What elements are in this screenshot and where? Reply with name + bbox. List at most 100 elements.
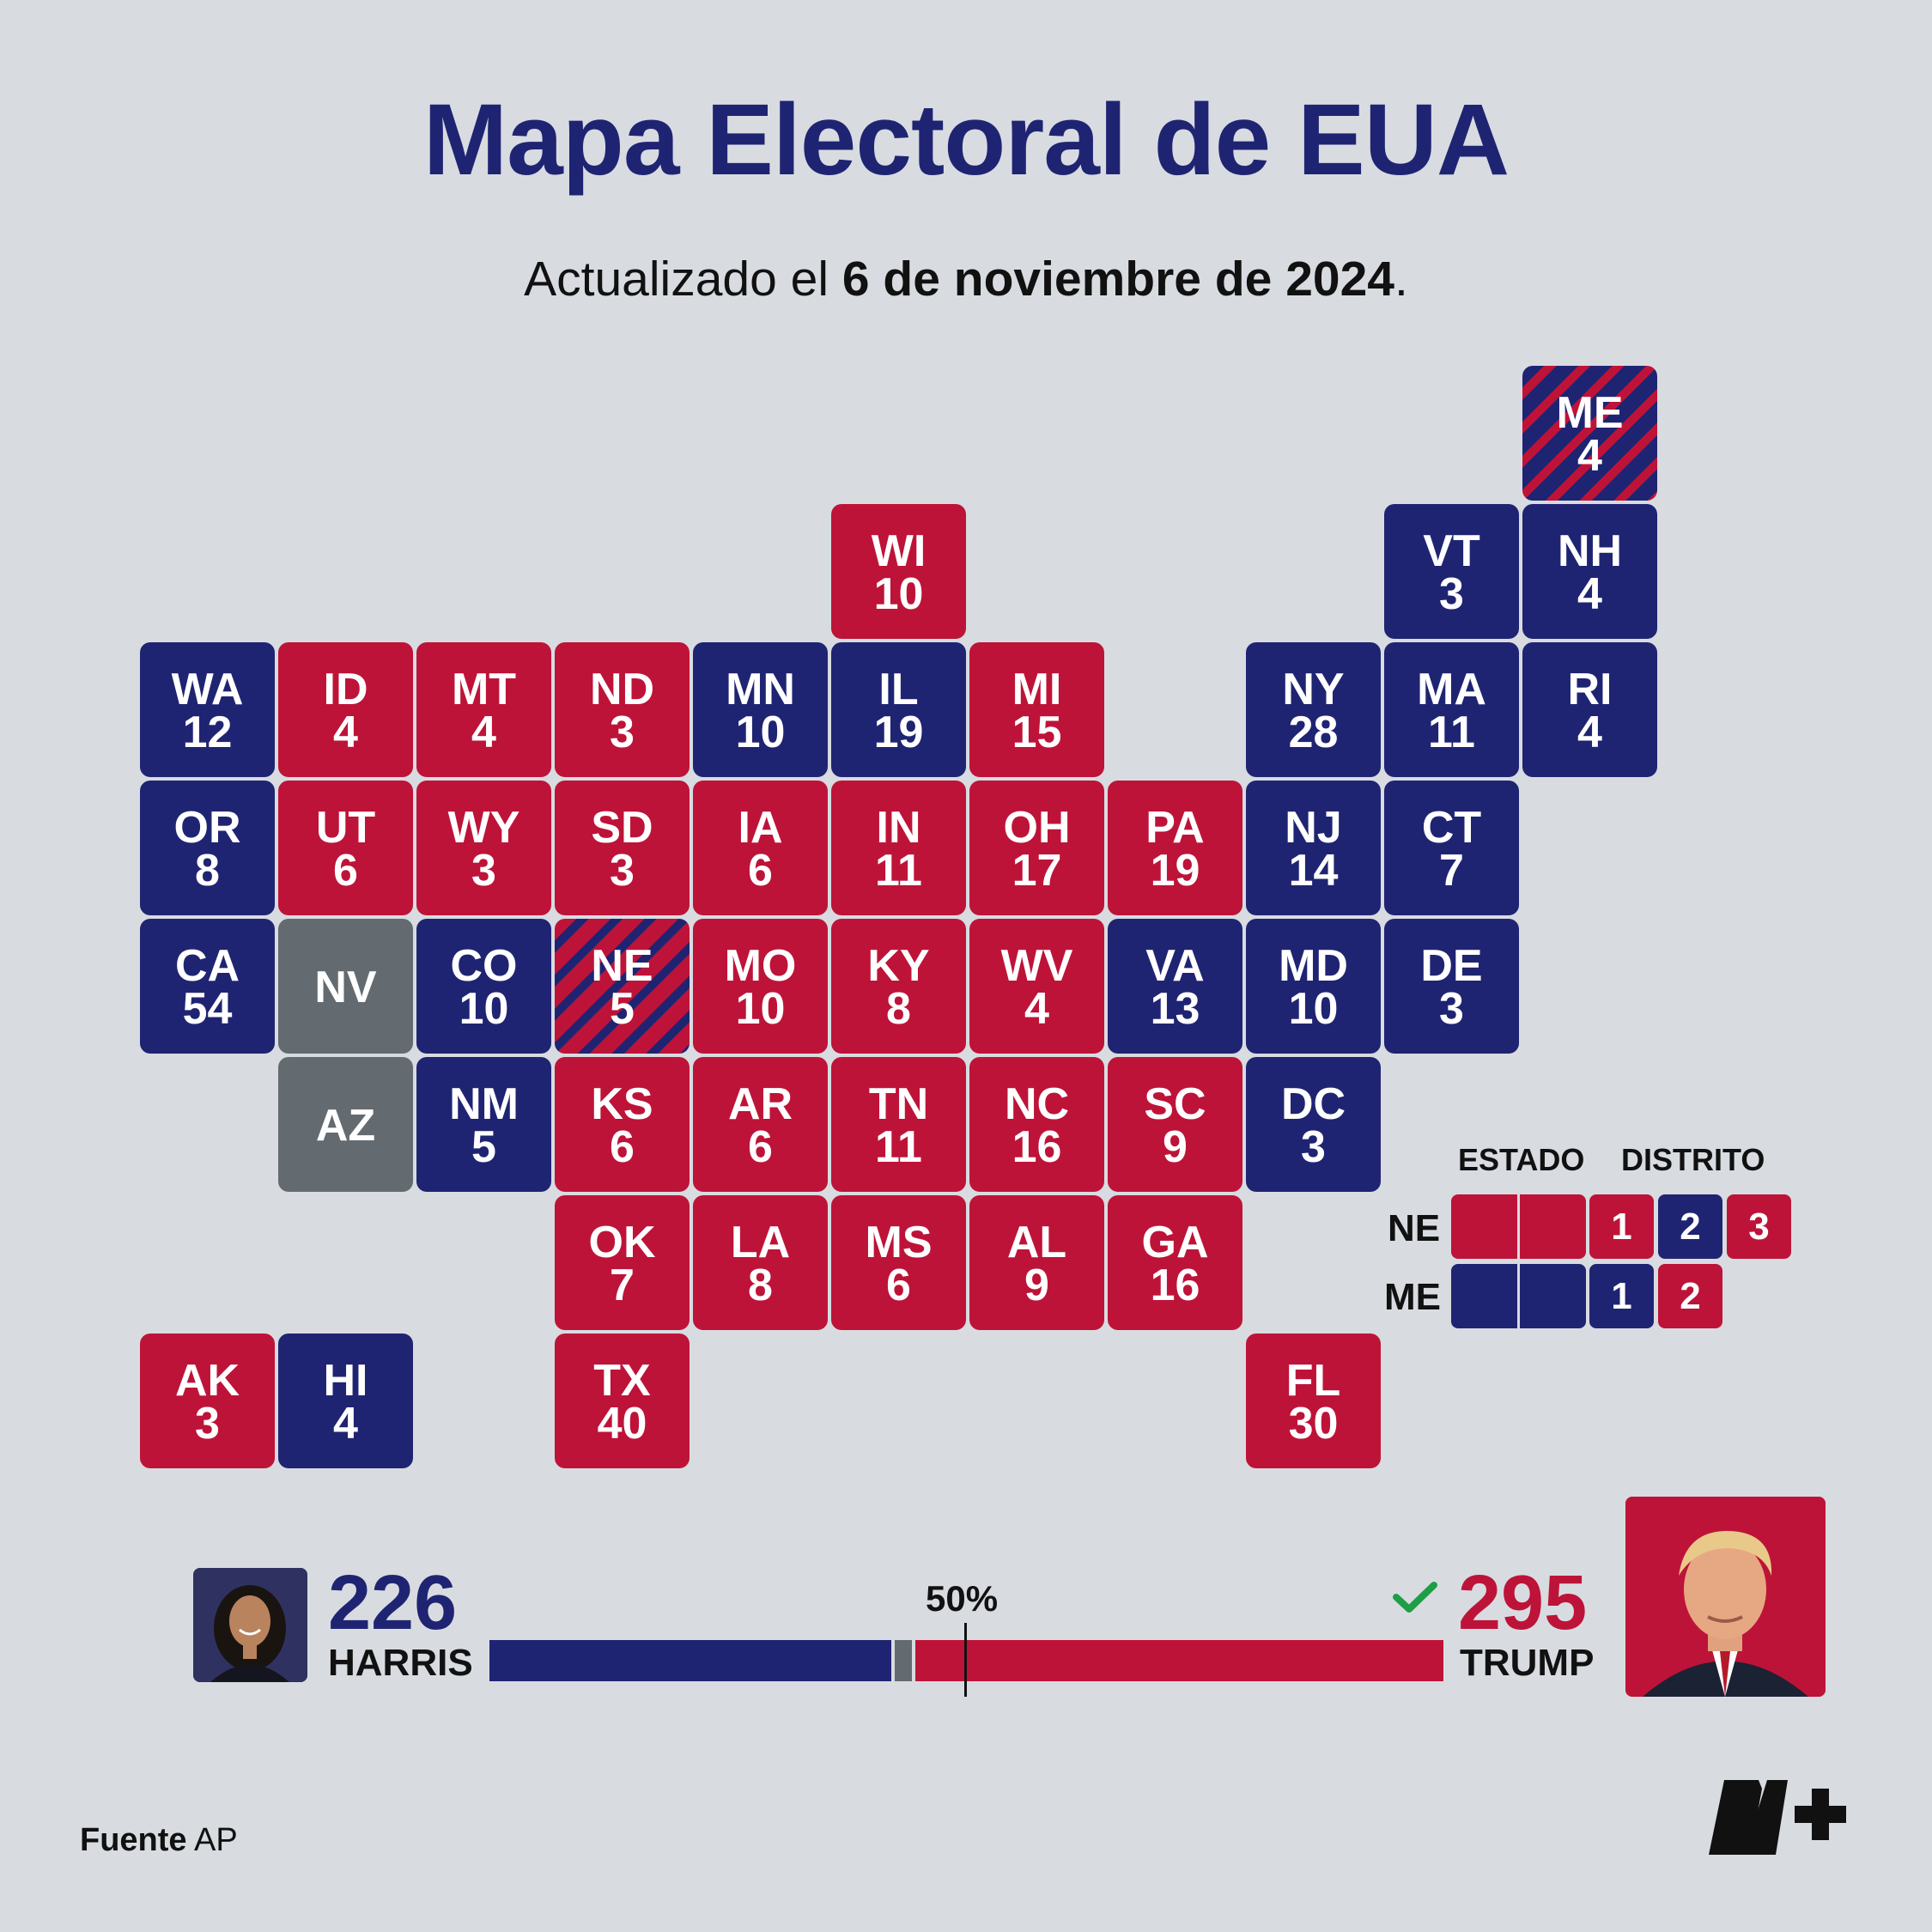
state-tile-ia: IA 6 [693, 781, 828, 915]
state-votes: 14 [1288, 845, 1339, 896]
state-tile-ak: AK 3 [140, 1334, 275, 1468]
state-abbr: ND [589, 664, 655, 714]
trump-total: 295 [1458, 1560, 1588, 1646]
trump-photo [1625, 1497, 1826, 1697]
state-tile-wa: WA 12 [140, 642, 275, 777]
state-votes: 4 [333, 707, 358, 757]
state-votes: 4 [1577, 430, 1602, 481]
state-abbr: GA [1141, 1217, 1209, 1267]
state-votes: 8 [195, 845, 220, 896]
legend-row-label-ne: NE [1388, 1207, 1441, 1249]
state-votes: 6 [333, 845, 358, 896]
state-abbr: RI [1567, 664, 1613, 714]
state-tile-id: ID 4 [278, 642, 413, 777]
legend-me-district-1: 1 [1589, 1264, 1654, 1328]
state-abbr: AR [727, 1078, 793, 1129]
state-abbr: SD [591, 802, 653, 853]
state-tile-fl: FL 30 [1246, 1334, 1381, 1468]
state-abbr: OH [1003, 802, 1071, 853]
state-votes: 11 [875, 845, 922, 896]
state-abbr: SC [1144, 1078, 1206, 1129]
state-votes: 4 [471, 707, 496, 757]
state-abbr: IL [878, 664, 919, 714]
state-abbr: TN [868, 1078, 929, 1129]
state-abbr: FL [1285, 1355, 1341, 1406]
state-votes: 4 [1577, 568, 1602, 619]
state-votes: 3 [610, 707, 635, 757]
state-votes: 16 [1150, 1260, 1200, 1310]
state-abbr: KS [591, 1078, 653, 1129]
state-votes: 28 [1288, 707, 1339, 757]
state-tile-nd: ND 3 [555, 642, 690, 777]
state-votes: 3 [195, 1398, 220, 1449]
legend-row-label-me: ME [1384, 1276, 1441, 1318]
state-abbr: VT [1423, 526, 1480, 576]
state-tile-wi: WI 10 [831, 504, 966, 639]
state-tile-sc: SC 9 [1108, 1057, 1242, 1192]
state-tile-dc: DC 3 [1246, 1057, 1381, 1192]
threshold-line [964, 1623, 967, 1697]
source-label: Fuente [80, 1822, 187, 1858]
state-votes: 40 [597, 1398, 647, 1449]
state-tile-mn: MN 10 [693, 642, 828, 777]
state-abbr: MS [865, 1217, 933, 1267]
state-abbr: TX [593, 1355, 651, 1406]
state-tile-ut: UT 6 [278, 781, 413, 915]
state-abbr: DE [1420, 940, 1483, 991]
state-tile-or: OR 8 [140, 781, 275, 915]
trump-name: TRUMP [1460, 1642, 1595, 1684]
harris-portrait-icon [193, 1568, 307, 1682]
state-abbr: OR [173, 802, 241, 853]
state-votes: 13 [1150, 983, 1200, 1034]
state-abbr: WV [1000, 940, 1073, 991]
state-tile-al: AL 9 [969, 1195, 1104, 1330]
state-abbr: MN [726, 664, 795, 714]
state-abbr: NH [1557, 526, 1623, 576]
state-tile-ri: RI 4 [1522, 642, 1657, 777]
state-votes: 6 [748, 1121, 773, 1172]
page-subtitle: Actualizado el 6 de noviembre de 2024. [0, 251, 1932, 307]
state-tile-ga: GA 16 [1108, 1195, 1242, 1330]
state-abbr: OK [588, 1217, 656, 1267]
state-tile-ks: KS 6 [555, 1057, 690, 1192]
legend-me-district-2: 2 [1658, 1264, 1722, 1328]
state-abbr: NJ [1285, 802, 1342, 853]
state-votes: 54 [182, 983, 233, 1034]
state-votes: 4 [1577, 707, 1602, 757]
legend-ne-district-2: 2 [1658, 1194, 1722, 1259]
state-votes: 4 [333, 1398, 358, 1449]
state-tile-md: MD 10 [1246, 919, 1381, 1054]
state-tile-nh: NH 4 [1522, 504, 1657, 639]
state-abbr: WY [447, 802, 520, 853]
state-tile-vt: VT 3 [1384, 504, 1519, 639]
legend-ne-state [1451, 1194, 1586, 1259]
trump-portrait-icon [1625, 1497, 1826, 1697]
nplus-logo-icon [1709, 1780, 1846, 1855]
state-tile-ca: CA 54 [140, 919, 275, 1054]
state-abbr: UT [315, 802, 376, 853]
page-title: Mapa Electoral de EUA [422, 83, 1510, 197]
state-votes: 10 [873, 568, 924, 619]
state-abbr: MA [1417, 664, 1486, 714]
state-abbr: MI [1012, 664, 1062, 714]
state-abbr: CT [1421, 802, 1482, 853]
state-votes: 3 [1301, 1121, 1326, 1172]
state-abbr: NM [449, 1078, 519, 1129]
state-tile-de: DE 3 [1384, 919, 1519, 1054]
state-tile-in: IN 11 [831, 781, 966, 915]
state-tile-il: IL 19 [831, 642, 966, 777]
state-tile-tx: TX 40 [555, 1334, 690, 1468]
state-abbr: HI [323, 1355, 368, 1406]
state-votes: 19 [1150, 845, 1200, 896]
state-votes: 6 [748, 845, 773, 896]
state-votes: 10 [735, 707, 786, 757]
bar-pending [895, 1640, 912, 1681]
state-abbr: NY [1282, 664, 1345, 714]
state-tile-sd: SD 3 [555, 781, 690, 915]
state-abbr: MO [724, 940, 797, 991]
harris-total: 226 [328, 1560, 458, 1646]
state-tile-nj: NJ 14 [1246, 781, 1381, 915]
legend-me-state [1451, 1264, 1586, 1328]
state-tile-ma: MA 11 [1384, 642, 1519, 777]
